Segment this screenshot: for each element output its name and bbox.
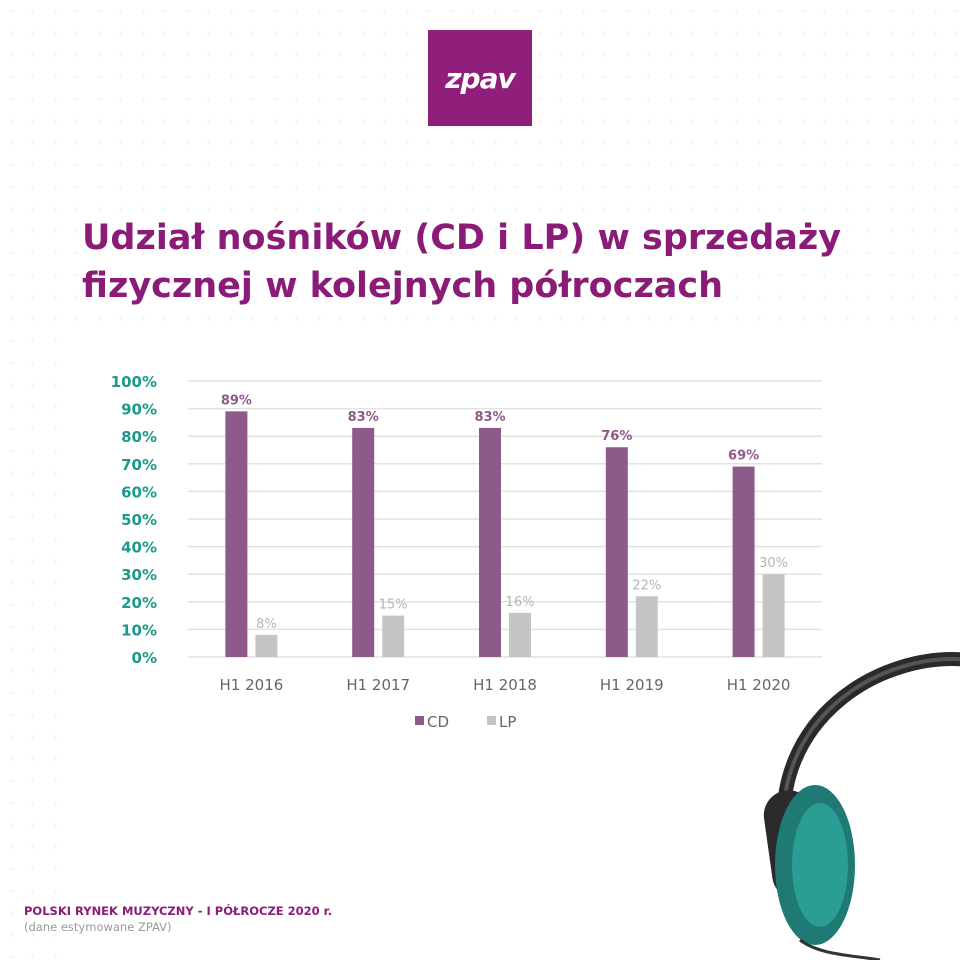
source-text: POLSKI RYNEK MUZYCZNY - I PÓŁROCZE 2020 … <box>24 904 333 918</box>
bar-cd <box>732 466 755 657</box>
data-label-lp: 22% <box>632 578 661 593</box>
y-tick-label: 90% <box>121 401 157 419</box>
x-tick-label: H1 2017 <box>346 676 410 694</box>
data-label-lp: 16% <box>506 595 535 610</box>
y-tick-label: 20% <box>121 594 157 612</box>
y-tick-label: 0% <box>132 649 157 667</box>
y-tick-label: 70% <box>121 456 157 474</box>
y-tick-label: 50% <box>121 511 157 529</box>
bar-cd <box>479 427 501 657</box>
x-tick-label: H1 2019 <box>600 676 664 694</box>
y-tick-label: 10% <box>121 621 157 639</box>
data-label-cd: 83% <box>348 410 379 425</box>
y-tick-label: 30% <box>121 566 157 584</box>
y-tick-label: 100% <box>111 373 157 391</box>
data-label-lp: 15% <box>379 598 408 613</box>
bar-lp <box>762 574 785 657</box>
y-tick-label: 60% <box>121 483 157 501</box>
y-tick-label: 40% <box>121 539 157 557</box>
legend-swatch-cd <box>415 716 424 725</box>
bar-lp <box>255 634 278 657</box>
x-tick-label: H1 2016 <box>220 676 284 694</box>
data-label-cd: 89% <box>221 393 252 408</box>
headphones-image <box>763 652 960 960</box>
data-label-lp: 30% <box>759 556 788 571</box>
bar-cd <box>605 447 628 657</box>
data-label-cd: 69% <box>728 449 759 464</box>
zpav-logo: zpav <box>428 30 532 126</box>
estimate-note: (dane estymowane ZPAV) <box>24 920 172 934</box>
bar-cd <box>225 411 248 657</box>
bar-cd <box>352 427 375 657</box>
x-tick-label: H1 2018 <box>473 676 537 694</box>
chart-title: Udział nośników (CD i LP) w sprzedaży fi… <box>82 218 842 306</box>
bar-lp <box>635 596 658 657</box>
legend-label-cd: CD <box>427 713 449 731</box>
x-tick-label: H1 2020 <box>727 676 791 694</box>
data-label-cd: 83% <box>474 410 505 425</box>
data-label-lp: 8% <box>256 617 277 632</box>
data-label-cd: 76% <box>601 429 632 444</box>
y-tick-label: 80% <box>121 428 157 446</box>
bar-lp <box>509 612 531 657</box>
legend-label-lp: LP <box>499 713 516 731</box>
bar-lp <box>382 615 405 657</box>
legend-swatch-lp <box>487 716 496 725</box>
